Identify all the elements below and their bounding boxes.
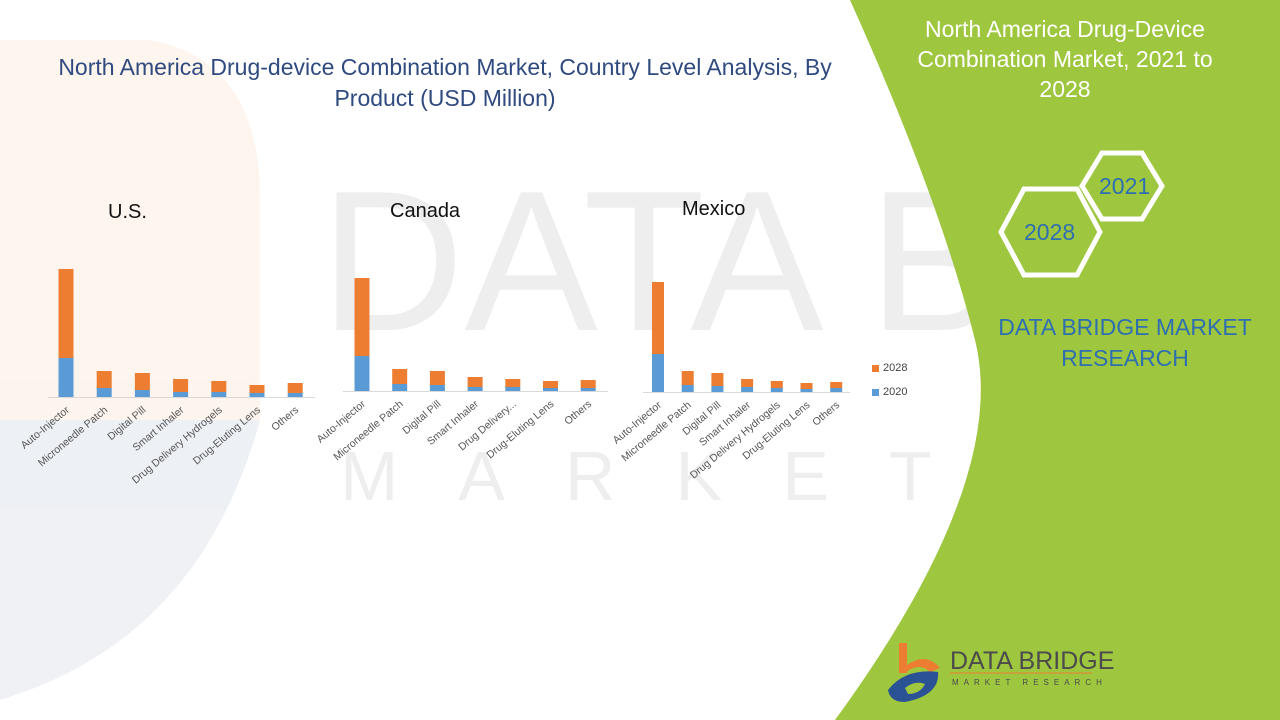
logo-icon xyxy=(888,643,1092,702)
bar-2020-microneedle-patch xyxy=(96,388,112,397)
legend-item-2028: 2028 xyxy=(872,362,907,374)
bar-2028-microneedle-patch xyxy=(96,371,112,388)
bar-2028-smart-inhaler xyxy=(741,379,754,387)
tick-label: Microneedle Patch xyxy=(36,404,110,469)
bar-2028-drug-eluting-lens xyxy=(800,383,813,389)
bar-2020-drug-eluting-lens xyxy=(543,388,558,391)
legend-swatch-2020 xyxy=(872,388,879,396)
logo-text: DATA BRIDGE xyxy=(950,647,1115,675)
bar-2020-others xyxy=(580,388,596,391)
bar-2028-microneedle-patch xyxy=(681,371,694,385)
bar-2020-smart-inhaler xyxy=(467,387,483,391)
bar-2020-auto-injector xyxy=(354,356,370,391)
hexagon-2028 xyxy=(998,186,1103,278)
bar-2028-others xyxy=(287,383,303,393)
chart-title-canada: Canada xyxy=(390,200,461,222)
bar-2028-digital-pill xyxy=(429,371,445,385)
bar-2020-drug-delivery-hydrogels xyxy=(211,392,227,397)
tick-label: Others xyxy=(269,404,301,433)
legend-item-2020: 2020 xyxy=(872,386,907,398)
page-title: North America Drug-device Combination Ma… xyxy=(58,54,832,111)
logo-subtext: MARKET RESEARCH xyxy=(952,678,1107,687)
bar-2020-drug-eluting-lens xyxy=(249,393,265,397)
tick-label: Drug-Eluting Lens xyxy=(191,404,263,467)
bar-2028-digital-pill xyxy=(711,373,724,386)
bar-2028-auto-injector xyxy=(652,282,664,354)
bar-2020-drug-delivery- xyxy=(505,387,521,391)
legend-label-2028: 2028 xyxy=(883,362,908,374)
bar-2020-digital-pill xyxy=(134,390,150,397)
bar-2028-drug-delivery- xyxy=(505,379,521,387)
bar-2020-microneedle-patch xyxy=(681,385,694,392)
bar-2020-smart-inhaler xyxy=(173,392,189,397)
brand-text: DATA BRIDGE MARKET RESEARCH xyxy=(998,314,1252,371)
chart-legend: 2028 2020 xyxy=(872,362,907,410)
chart-title-us: U.S. xyxy=(108,201,147,223)
tick-label: Drug-Eluting Lens xyxy=(484,398,556,461)
hexagon-2021 xyxy=(1079,150,1165,222)
bar-2028-smart-inhaler xyxy=(467,377,483,387)
bar-2020-others xyxy=(830,388,843,392)
bar-2020-digital-pill xyxy=(711,386,724,392)
hex-year-2021: 2021 xyxy=(1099,173,1151,199)
bar-2020-drug-delivery-hydrogels xyxy=(770,388,783,392)
tick-label: Microneedle Patch xyxy=(331,398,405,463)
bar-2020-smart-inhaler xyxy=(741,387,754,392)
bar-2028-microneedle-patch xyxy=(392,369,408,384)
tick-label: Others xyxy=(810,399,842,428)
bar-2020-digital-pill xyxy=(429,385,445,391)
chart-title-mexico: Mexico xyxy=(682,198,746,220)
tick-label: Others xyxy=(562,398,594,427)
bar-2028-others xyxy=(580,380,596,388)
bar-2028-digital-pill xyxy=(134,373,150,390)
bar-2028-auto-injector xyxy=(354,278,370,356)
bar-2028-drug-eluting-lens xyxy=(249,385,265,393)
bar-2028-drug-eluting-lens xyxy=(543,381,558,388)
bar-2020-auto-injector xyxy=(58,358,74,397)
bar-2028-drug-delivery-hydrogels xyxy=(211,381,227,392)
green-panel xyxy=(835,0,1280,720)
bar-2028-drug-delivery-hydrogels xyxy=(770,381,783,388)
bar-2020-microneedle-patch xyxy=(392,384,408,391)
bar-2020-drug-eluting-lens xyxy=(800,389,813,392)
bar-2028-auto-injector xyxy=(58,269,74,358)
hex-year-2028: 2028 xyxy=(1024,219,1076,245)
bar-2020-others xyxy=(287,393,303,397)
bar-2020-auto-injector xyxy=(652,354,664,392)
legend-label-2020: 2020 xyxy=(883,386,908,398)
bar-2028-others xyxy=(830,382,843,388)
legend-swatch-2028 xyxy=(872,364,879,372)
bar-2028-smart-inhaler xyxy=(173,379,189,392)
side-panel-title: North America Drug-Device Combination Ma… xyxy=(917,16,1213,102)
